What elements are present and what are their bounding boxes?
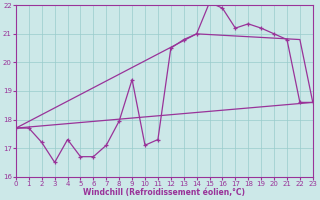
X-axis label: Windchill (Refroidissement éolien,°C): Windchill (Refroidissement éolien,°C): [84, 188, 245, 197]
